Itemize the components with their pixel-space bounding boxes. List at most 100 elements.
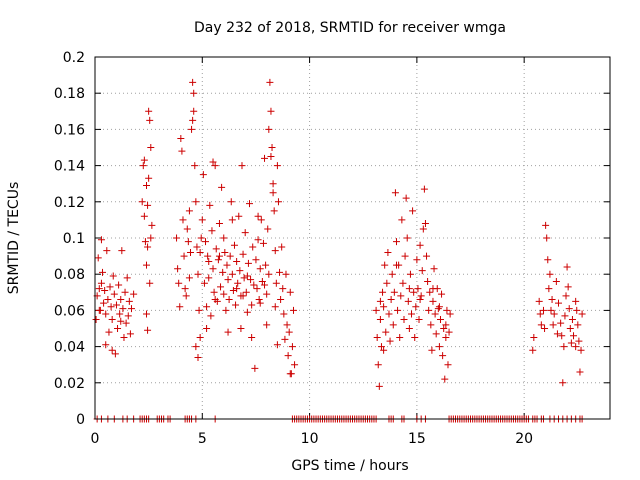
data-point	[535, 297, 543, 305]
data-point	[145, 107, 153, 115]
data-point	[184, 238, 192, 246]
data-point	[408, 310, 416, 318]
data-point	[404, 297, 412, 305]
data-point	[196, 248, 204, 256]
data-point	[446, 310, 454, 318]
data-point	[185, 274, 193, 282]
data-point	[230, 241, 238, 249]
data-point	[288, 343, 296, 351]
y-tick-label: 0.16	[54, 122, 85, 138]
data-point	[559, 379, 567, 387]
data-point	[570, 332, 578, 340]
data-point	[575, 337, 583, 345]
data-point	[139, 162, 147, 170]
data-point	[281, 335, 289, 343]
data-point	[243, 272, 251, 280]
y-tick-label: 0.02	[54, 376, 85, 392]
data-point	[428, 346, 436, 354]
data-point	[429, 297, 437, 305]
data-point	[103, 247, 111, 255]
data-point	[240, 274, 248, 282]
data-point	[420, 185, 428, 193]
data-point	[427, 321, 435, 329]
data-point	[173, 234, 181, 242]
data-point	[578, 310, 586, 318]
data-point	[209, 265, 217, 273]
data-point	[383, 279, 391, 287]
data-point	[120, 334, 128, 342]
data-point	[102, 310, 110, 318]
y-tick-label: 0.18	[54, 86, 85, 102]
data-point	[441, 375, 449, 383]
data-point	[203, 303, 211, 311]
data-point	[112, 301, 120, 309]
data-point	[567, 339, 575, 347]
data-point	[206, 201, 214, 209]
data-point	[286, 370, 294, 378]
data-point	[108, 346, 116, 354]
data-point	[117, 296, 125, 304]
data-point	[208, 227, 216, 235]
data-point	[97, 236, 105, 244]
data-point	[272, 279, 280, 287]
data-point	[254, 236, 262, 244]
data-point	[224, 276, 232, 284]
data-point	[265, 270, 273, 278]
grid-lines	[95, 57, 610, 419]
data-point	[274, 198, 282, 206]
data-point	[258, 277, 266, 285]
data-point	[217, 283, 225, 291]
data-point	[263, 290, 271, 298]
data-point	[421, 220, 429, 228]
data-point	[174, 265, 182, 273]
data-point	[385, 310, 393, 318]
data-point	[266, 78, 274, 86]
data-point	[380, 346, 388, 354]
data-point	[250, 281, 258, 289]
y-axis-label: SRMTID / TECUs	[6, 182, 22, 295]
data-point	[413, 256, 421, 264]
data-point	[426, 288, 434, 296]
data-point	[202, 238, 210, 246]
data-point	[273, 162, 281, 170]
data-point	[430, 265, 438, 273]
data-point	[376, 297, 384, 305]
data-point	[388, 270, 396, 278]
data-point	[107, 303, 115, 311]
data-point	[144, 243, 152, 251]
data-point	[379, 288, 387, 296]
x-tick-label: 10	[301, 431, 319, 447]
data-point	[215, 220, 223, 228]
chart-title: Day 232 of 2018, SRMTID for receiver wmg…	[194, 20, 506, 36]
data-point	[176, 303, 184, 311]
data-point	[197, 234, 205, 242]
data-point	[265, 125, 273, 133]
y-tick-label: 0.04	[54, 340, 85, 356]
data-point	[558, 332, 566, 340]
data-point	[145, 174, 153, 182]
data-point	[247, 276, 255, 284]
data-point	[188, 125, 196, 133]
y-tick-label: 0.2	[63, 50, 85, 66]
data-point	[241, 229, 249, 237]
data-point	[411, 334, 419, 342]
y-tick-label: 0.14	[54, 159, 85, 175]
data-point	[417, 292, 425, 300]
data-point	[435, 303, 443, 311]
data-point	[237, 325, 245, 332]
data-point	[405, 325, 413, 332]
data-point	[189, 78, 197, 86]
data-point	[392, 261, 400, 269]
data-point	[199, 171, 207, 179]
data-point	[563, 263, 571, 271]
data-point	[105, 328, 113, 336]
data-point	[243, 308, 251, 316]
data-points	[92, 78, 586, 423]
data-point	[546, 270, 554, 278]
data-point	[435, 343, 443, 351]
data-point	[144, 201, 152, 209]
data-point	[141, 238, 149, 246]
data-point	[127, 305, 135, 313]
data-point	[218, 183, 226, 191]
